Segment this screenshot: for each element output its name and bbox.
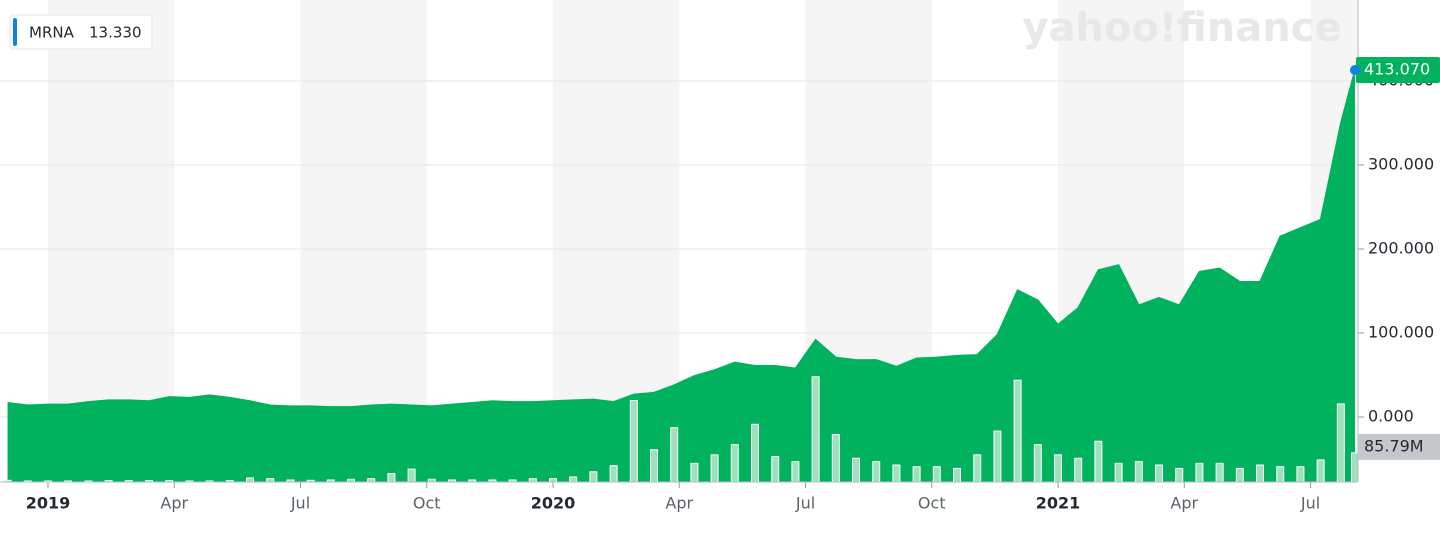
y-tick-label: 100.000 (1368, 322, 1434, 341)
last-price-dot (1349, 64, 1360, 75)
volume-bar (1013, 379, 1022, 483)
legend-swatch (13, 18, 17, 46)
volume-bar (1235, 467, 1244, 483)
x-tick-label: Jul (795, 494, 815, 513)
volume-bar (771, 456, 780, 483)
x-tick-label: Oct (413, 494, 441, 513)
volume-bar (609, 465, 618, 483)
x-tick-label: Apr (665, 494, 693, 513)
volume-bar (407, 468, 416, 483)
band (300, 0, 427, 482)
legend-box (9, 14, 153, 50)
volume-bar (650, 449, 659, 483)
volume-bar (730, 444, 739, 483)
volume-bar (932, 466, 941, 483)
volume-bar (953, 467, 962, 483)
volume-bar (1114, 462, 1123, 483)
y-tick-label: 300.000 (1368, 154, 1434, 173)
volume-bar (548, 478, 557, 483)
y-tick-label: 0.000 (1368, 406, 1414, 425)
y-tick-label: 200.000 (1368, 238, 1434, 257)
x-tick-label: Apr (1170, 494, 1198, 513)
volume-bar (245, 477, 254, 483)
x-tick-label: 2020 (531, 494, 576, 513)
volume-bar (1316, 459, 1325, 483)
x-tick-label: Jul (290, 494, 310, 513)
area-fill (7, 69, 1355, 483)
volume-bar (1054, 454, 1063, 483)
volume-bar (1155, 464, 1164, 483)
x-tick-label: 2019 (26, 494, 71, 513)
x-tick-label: Jul (1300, 494, 1320, 513)
volume-bar (1033, 444, 1042, 483)
volume-bar (872, 461, 881, 483)
legend-symbol: MRNA (29, 24, 75, 42)
volume-bar (831, 433, 840, 483)
volume-bar (1256, 464, 1265, 483)
volume-bar (1094, 440, 1103, 483)
volume-bar (629, 400, 638, 483)
volume-bar (993, 430, 1002, 483)
volume-bar (1336, 403, 1345, 483)
volume-bar (1276, 466, 1285, 483)
legend-value: 13.330 (89, 24, 142, 42)
legend: MRNA 13.330 (9, 14, 153, 50)
volume-bar (1350, 452, 1359, 483)
x-tick-label: 2021 (1036, 494, 1081, 513)
area-line (7, 69, 1356, 408)
volume-bar (387, 473, 396, 483)
volume-bar (710, 454, 719, 483)
volume-bar (1074, 457, 1083, 483)
last-volume-box (1358, 433, 1440, 460)
watermark: yahoo!finance (1022, 5, 1341, 51)
volume-bar (811, 376, 820, 483)
last-price-box (1356, 56, 1440, 83)
volume-bar (892, 464, 901, 483)
x-tick-label: Apr (160, 494, 188, 513)
volume-bar (690, 462, 699, 483)
volume-bar (1296, 466, 1305, 483)
last-price-label: 413.070 (1364, 59, 1430, 78)
volume-bar (912, 466, 921, 483)
volume-bar (1134, 461, 1143, 483)
volume-bar (670, 427, 679, 483)
volume-bar (367, 478, 376, 483)
volume-bar (1215, 462, 1224, 483)
volume-bar (791, 461, 800, 483)
volume-bar (569, 476, 578, 483)
volume-bar (528, 478, 537, 483)
volume-bar (852, 457, 861, 483)
volume-bar (973, 454, 982, 483)
volume-bar (589, 471, 598, 483)
volume-bar (1175, 467, 1184, 483)
last-volume-label: 85.79M (1364, 436, 1424, 455)
volume-bar (751, 423, 760, 483)
x-tick-label: Oct (918, 494, 946, 513)
volume-bar (1195, 462, 1204, 483)
volume-bar (266, 478, 275, 483)
